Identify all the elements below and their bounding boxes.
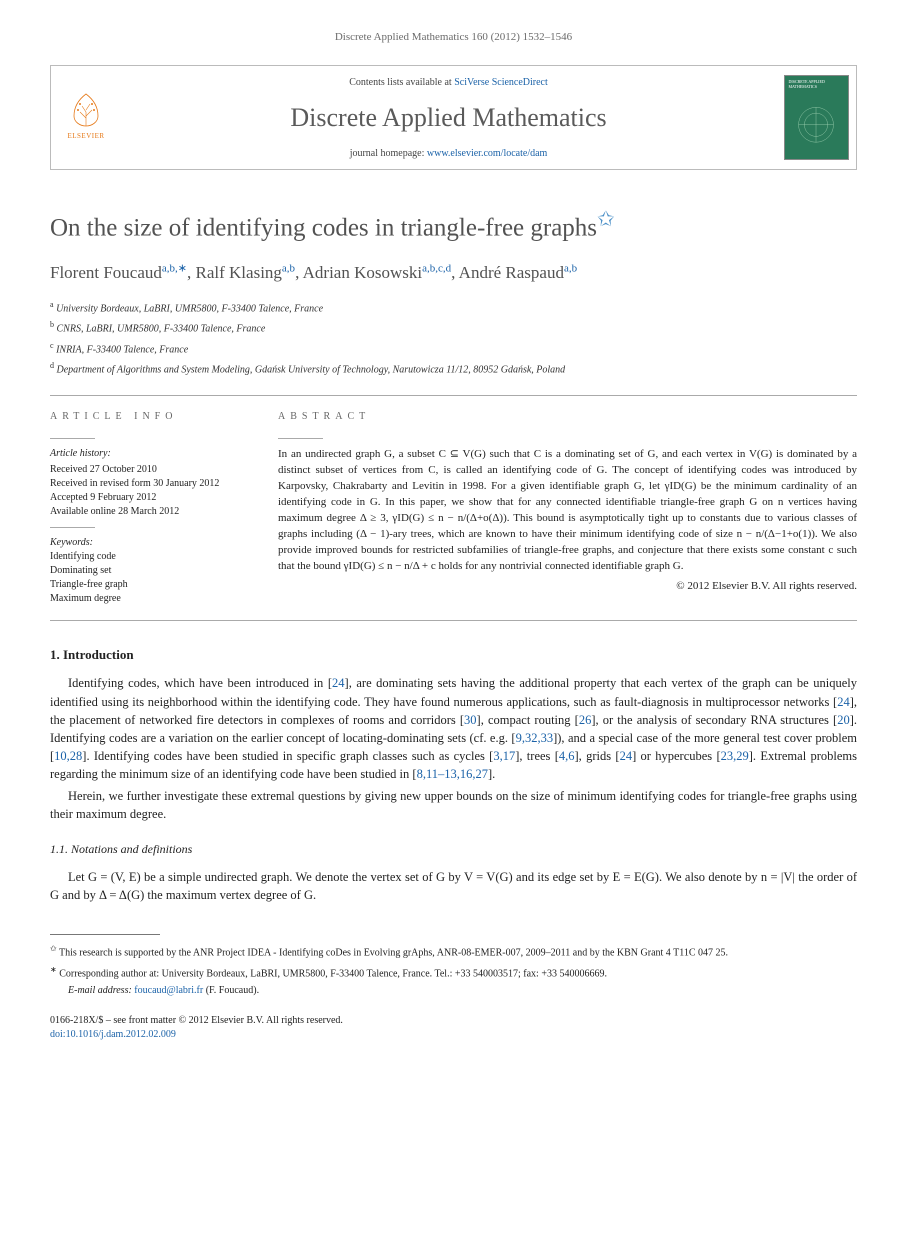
- subsection-1-1-title: 1.1. Notations and definitions: [50, 841, 857, 858]
- footnote-rule: [50, 934, 160, 935]
- history-line: Received 27 October 2010: [50, 463, 242, 477]
- citation-link[interactable]: 20: [837, 713, 850, 727]
- history-line: Accepted 9 February 2012: [50, 491, 242, 505]
- aff-text: INRIA, F-33400 Talence, France: [56, 344, 188, 355]
- citation-link[interactable]: 10,28: [54, 749, 82, 763]
- citation-link[interactable]: 24: [620, 749, 633, 763]
- affiliations-block: a University Bordeaux, LaBRI, UMR5800, F…: [50, 299, 857, 377]
- contents-prefix: Contents lists available at: [349, 77, 454, 88]
- author-name[interactable]: Florent Foucaud: [50, 263, 162, 282]
- contents-available-line: Contents lists available at SciVerse Sci…: [131, 76, 766, 90]
- affiliation: c INRIA, F-33400 Talence, France: [50, 340, 857, 357]
- footnote-funding: ✩ This research is supported by the ANR …: [50, 943, 857, 960]
- sciencedirect-link[interactable]: SciVerse ScienceDirect: [454, 77, 548, 88]
- aff-sup: d: [50, 361, 54, 370]
- front-matter-line: 0166-218X/$ – see front matter © 2012 El…: [50, 1014, 857, 1028]
- bottom-metadata: 0166-218X/$ – see front matter © 2012 El…: [50, 1014, 857, 1042]
- cover-thumbnail-cell: DISCRETE APPLIED MATHEMATICS: [776, 66, 856, 168]
- title-text: On the size of identifying codes in tria…: [50, 214, 597, 241]
- header-center: Contents lists available at SciVerse Sci…: [121, 66, 776, 168]
- abstract-text: In an undirected graph G, a subset C ⊆ V…: [278, 447, 857, 575]
- history-label: Article history:: [50, 447, 242, 461]
- affiliation: a University Bordeaux, LaBRI, UMR5800, F…: [50, 299, 857, 316]
- footnote-corresponding: ∗ Corresponding author at: University Bo…: [50, 964, 857, 981]
- author-aff-link[interactable]: a,b,∗: [162, 262, 187, 274]
- author-name[interactable]: Adrian Kosowski: [303, 263, 422, 282]
- aff-sup: a: [50, 300, 54, 309]
- author-aff-link[interactable]: a,b,c,d: [422, 262, 451, 274]
- journal-reference: Discrete Applied Mathematics 160 (2012) …: [50, 30, 857, 45]
- citation-link[interactable]: 23,29: [721, 749, 749, 763]
- divider: [278, 438, 323, 439]
- title-footnote-marker[interactable]: ✩: [597, 207, 614, 231]
- aff-sup: b: [50, 320, 54, 329]
- aff-sup: c: [50, 341, 54, 350]
- homepage-line: journal homepage: www.elsevier.com/locat…: [131, 147, 766, 161]
- section-1-title: 1. Introduction: [50, 646, 857, 664]
- article-title: On the size of identifying codes in tria…: [50, 205, 857, 245]
- keyword: Triangle-free graph: [50, 578, 242, 592]
- author-aff-link[interactable]: a,b: [282, 262, 295, 274]
- elsevier-tree-icon: [66, 90, 106, 130]
- divider: [50, 438, 95, 439]
- homepage-prefix: journal homepage:: [350, 148, 427, 159]
- citation-link[interactable]: 24: [332, 676, 345, 690]
- journal-cover-thumbnail[interactable]: DISCRETE APPLIED MATHEMATICS: [784, 75, 849, 160]
- authors-line: Florent Foucauda,b,∗, Ralf Klasinga,b, A…: [50, 261, 857, 285]
- abstract-copyright: © 2012 Elsevier B.V. All rights reserved…: [278, 579, 857, 594]
- author-name[interactable]: André Raspaud: [459, 263, 564, 282]
- citation-link[interactable]: 30: [464, 713, 477, 727]
- body-paragraph: Identifying codes, which have been intro…: [50, 674, 857, 783]
- email-link[interactable]: foucaud@labri.fr: [134, 985, 203, 996]
- publisher-name: ELSEVIER: [67, 132, 104, 142]
- footnote-email: E-mail address: foucaud@labri.fr (F. Fou…: [50, 984, 857, 998]
- publisher-logo-cell: ELSEVIER: [51, 66, 121, 168]
- keyword: Identifying code: [50, 550, 242, 564]
- article-info-column: ARTICLE INFO Article history: Received 2…: [50, 396, 260, 620]
- footnote-text: This research is supported by the ANR Pr…: [59, 948, 728, 959]
- keyword: Maximum degree: [50, 592, 242, 606]
- homepage-link[interactable]: www.elsevier.com/locate/dam: [427, 148, 547, 159]
- footnote-symbol: ∗: [50, 965, 57, 974]
- abstract-label: ABSTRACT: [278, 410, 857, 424]
- affiliation: b CNRS, LaBRI, UMR5800, F-33400 Talence,…: [50, 319, 857, 336]
- divider: [50, 527, 95, 528]
- body-paragraph: Let G = (V, E) be a simple undirected gr…: [50, 868, 857, 904]
- journal-name: Discrete Applied Mathematics: [131, 100, 766, 136]
- footnote-symbol: ✩: [50, 944, 57, 953]
- info-abstract-row: ARTICLE INFO Article history: Received 2…: [50, 395, 857, 621]
- citation-link[interactable]: 9,32,33: [516, 731, 554, 745]
- citation-link[interactable]: 4,6: [559, 749, 575, 763]
- cover-graphic-icon: [785, 76, 848, 159]
- citation-link[interactable]: 8,11–13,16,27: [417, 767, 488, 781]
- keyword: Dominating set: [50, 564, 242, 578]
- citation-link[interactable]: 26: [579, 713, 592, 727]
- author-name[interactable]: Ralf Klasing: [196, 263, 282, 282]
- affiliation: d Department of Algorithms and System Mo…: [50, 360, 857, 377]
- footnote-text: Corresponding author at: University Bord…: [59, 968, 607, 979]
- doi-label: doi:: [50, 1029, 66, 1040]
- email-label: E-mail address:: [68, 985, 132, 996]
- author-aff-link[interactable]: a,b: [564, 262, 577, 274]
- abstract-column: ABSTRACT In an undirected graph G, a sub…: [260, 396, 857, 620]
- elsevier-logo[interactable]: ELSEVIER: [61, 90, 111, 145]
- citation-link[interactable]: 24: [837, 695, 850, 709]
- article-info-label: ARTICLE INFO: [50, 410, 242, 424]
- aff-text: Department of Algorithms and System Mode…: [57, 364, 566, 375]
- citation-link[interactable]: 3,17: [493, 749, 515, 763]
- history-line: Received in revised form 30 January 2012: [50, 477, 242, 491]
- aff-text: University Bordeaux, LaBRI, UMR5800, F-3…: [56, 303, 323, 314]
- doi-link[interactable]: 10.1016/j.dam.2012.02.009: [66, 1029, 176, 1040]
- aff-text: CNRS, LaBRI, UMR5800, F-33400 Talence, F…: [57, 324, 266, 335]
- keywords-label: Keywords:: [50, 536, 242, 550]
- history-line: Available online 28 March 2012: [50, 505, 242, 519]
- email-tail: (F. Foucaud).: [206, 985, 259, 996]
- journal-header-box: ELSEVIER Contents lists available at Sci…: [50, 65, 857, 169]
- doi-line: doi:10.1016/j.dam.2012.02.009: [50, 1028, 857, 1042]
- body-paragraph: Herein, we further investigate these ext…: [50, 787, 857, 823]
